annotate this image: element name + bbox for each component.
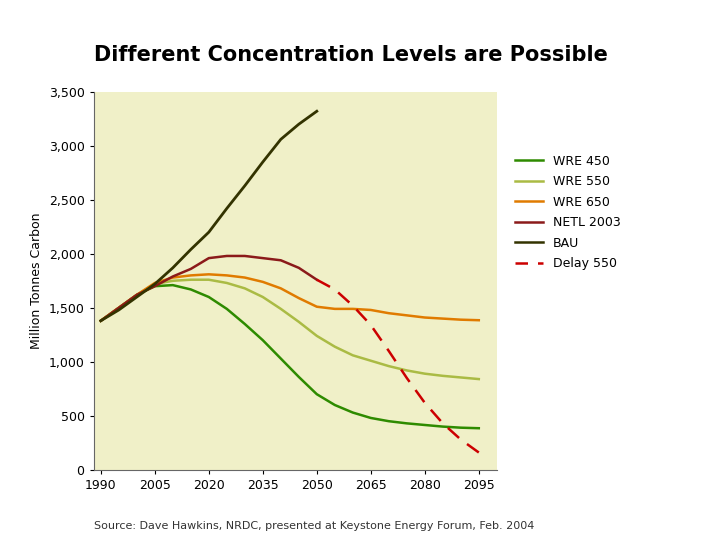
Text: Source: Dave Hawkins, NRDC, presented at Keystone Energy Forum, Feb. 2004: Source: Dave Hawkins, NRDC, presented at… — [94, 521, 534, 531]
Y-axis label: Million Tonnes Carbon: Million Tonnes Carbon — [30, 213, 43, 349]
Legend: WRE 450, WRE 550, WRE 650, NETL 2003, BAU, Delay 550: WRE 450, WRE 550, WRE 650, NETL 2003, BA… — [515, 155, 621, 270]
Text: Different Concentration Levels are Possible: Different Concentration Levels are Possi… — [94, 45, 608, 65]
